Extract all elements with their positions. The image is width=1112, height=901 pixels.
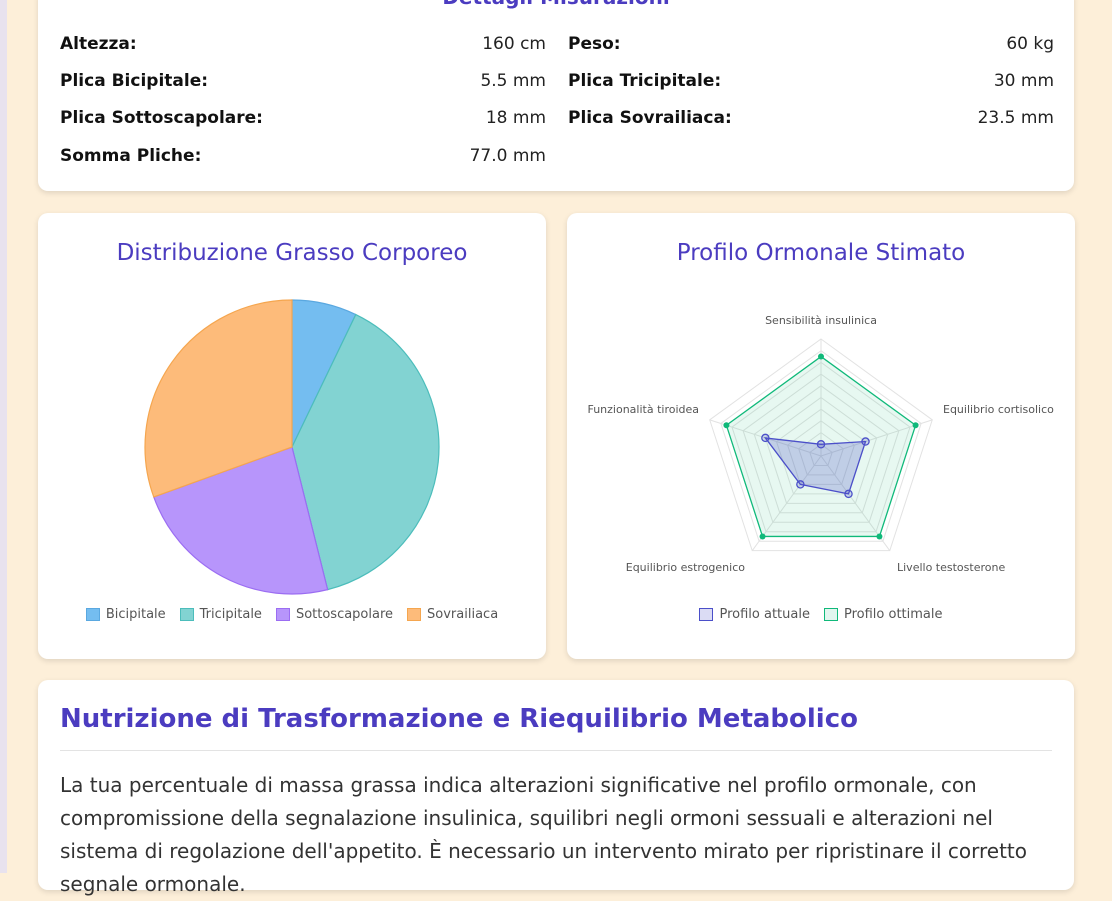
radar-axis-label: Equilibrio estrogenico [626, 561, 746, 574]
radar-grid-ring [731, 361, 911, 533]
radar-point-current[interactable] [816, 440, 826, 449]
measure-value: 18 mm [485, 108, 546, 128]
pie-slice-sottoscapolare[interactable] [152, 446, 329, 595]
measure-row-height: Altezza: 160 cm [60, 34, 546, 54]
divider [60, 750, 1052, 751]
nutrition-title: Nutrizione di Trasformazione e Riequilib… [60, 704, 858, 734]
radar-legend: Profilo attuale Profilo ottimale [567, 607, 1075, 622]
legend-label: Profilo attuale [719, 607, 810, 622]
pie-chart [144, 299, 440, 595]
legend-swatch [85, 608, 100, 621]
legend-label: Profilo ottimale [843, 607, 943, 622]
radar-point-current[interactable] [761, 433, 770, 443]
measurements-title: Dettagli Misurazioni [38, 0, 1074, 9]
hormonal-profile-card: Profilo Ormonale Stimato Sensibilità ins… [567, 213, 1075, 659]
pie-legend: Bicipitale Tricipitale Sottoscapolare Sovra… [38, 607, 546, 622]
radar-series-current [763, 437, 867, 495]
radar-point-current[interactable] [861, 437, 870, 446]
measure-label: Altezza: [60, 34, 137, 54]
radar-grid-ring [720, 350, 922, 542]
measure-row-weight: Peso: 60 kg [568, 34, 1054, 54]
radar-series-optimal [725, 355, 917, 538]
legend-item-tricipitale[interactable]: Tricipitale [179, 607, 262, 622]
radar-axis-label: Funzionalità tiroidea [587, 403, 699, 416]
measurements-card: Dettagli Misurazioni Altezza: 160 cm Pes… [38, 0, 1074, 191]
radar-point-optimal[interactable] [723, 422, 730, 429]
measure-row-sum: Somma Pliche: 77.0 mm [60, 146, 546, 166]
legend-item-sovrailiaca[interactable]: Sovrailiaca [407, 607, 498, 622]
body-fat-chart-card: Distribuzione Grasso Corporeo Bicipitale… [38, 213, 546, 659]
radar-grid-ring [742, 373, 900, 523]
legend-item-sottoscapolare[interactable]: Sottoscapolare [275, 607, 394, 622]
legend-item-current[interactable]: Profilo attuale [699, 607, 810, 622]
radar-axis-label: Equilibrio cortisolico [943, 403, 1054, 416]
measure-label: Somma Pliche: [60, 146, 202, 166]
measure-value: 23.5 mm [977, 108, 1054, 128]
legend-label: Tricipitale [199, 607, 262, 622]
measure-value: 5.5 mm [480, 71, 546, 91]
radar-axis-label: Livello testosterone [897, 561, 1005, 574]
nutrition-card: Nutrizione di Trasformazione e Riequilib… [38, 680, 1074, 896]
measure-row-tricipital: Plica Tricipitale: 30 mm [568, 71, 1054, 91]
legend-swatch [179, 608, 194, 621]
radar-point-current[interactable] [844, 489, 853, 499]
measure-label: Plica Tricipitale: [568, 71, 722, 91]
radar-point-current[interactable] [796, 480, 805, 489]
legend-item-bicipitale[interactable]: Bicipitale [85, 607, 166, 622]
measure-label: Peso: [568, 34, 621, 54]
radar-grid-ring [775, 408, 867, 495]
measure-value: 60 kg [1006, 34, 1054, 54]
measure-value: 77.0 mm [469, 146, 546, 166]
legend-swatch [699, 608, 714, 621]
window-edge [0, 0, 7, 873]
legend-swatch [275, 608, 290, 621]
measure-label: Plica Sottoscapolare: [60, 108, 263, 128]
pie-slice-tricipitale[interactable] [291, 313, 440, 591]
radar-grid-ring [798, 431, 844, 476]
radar-point-optimal[interactable] [818, 353, 824, 360]
legend-swatch [823, 608, 838, 621]
radar-grid-ring [764, 396, 878, 504]
nutrition-text: La tua percentuale di massa grassa indic… [60, 773, 1027, 896]
pie-slice-sovrailiaca[interactable] [144, 299, 293, 498]
legend-label: Sovrailiaca [427, 607, 499, 622]
legend-label: Sottoscapolare [295, 607, 394, 622]
radar-chart-title: Profilo Ormonale Stimato [676, 240, 966, 266]
legend-swatch [407, 608, 422, 621]
measure-row-bicipital: Plica Bicipitale: 5.5 mm [60, 71, 546, 91]
measure-row-subscapular: Plica Sottoscapolare: 18 mm [60, 108, 546, 128]
measure-row-suprailiac: Plica Sovrailiaca: 23.5 mm [568, 108, 1054, 128]
radar-point-optimal[interactable] [912, 422, 919, 429]
measure-value: 30 mm [993, 71, 1054, 91]
pie-chart-title: Distribuzione Grasso Corporeo [116, 240, 468, 266]
legend-item-optimal[interactable]: Profilo ottimale [823, 607, 943, 622]
radar-axis-label: Sensibilità insulinica [765, 314, 877, 327]
legend-label: Bicipitale [105, 607, 166, 622]
radar-grid-ring [809, 443, 833, 466]
radar-chart: Sensibilità insulinica Equilibrio cortiso… [587, 314, 1054, 574]
radar-grid-ring [753, 385, 889, 514]
radar-point-optimal[interactable] [876, 533, 883, 540]
measure-label: Plica Sovrailiaca: [568, 108, 732, 128]
measure-value: 160 cm [482, 34, 546, 54]
radar-grid-ring [709, 338, 933, 552]
measure-label: Plica Bicipitale: [60, 71, 209, 91]
radar-point-optimal[interactable] [759, 533, 766, 540]
